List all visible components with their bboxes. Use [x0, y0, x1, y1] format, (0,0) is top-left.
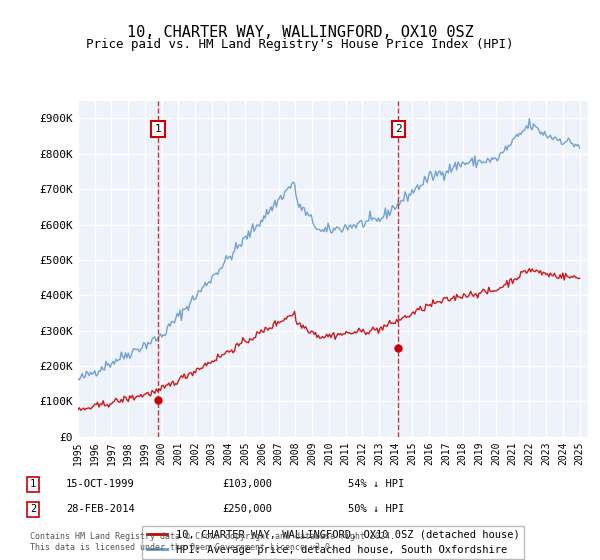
- Text: £250,000: £250,000: [222, 505, 272, 515]
- Text: Price paid vs. HM Land Registry's House Price Index (HPI): Price paid vs. HM Land Registry's House …: [86, 38, 514, 51]
- Text: 1: 1: [155, 124, 161, 134]
- Text: 10, CHARTER WAY, WALLINGFORD, OX10 0SZ: 10, CHARTER WAY, WALLINGFORD, OX10 0SZ: [127, 25, 473, 40]
- Text: Contains HM Land Registry data © Crown copyright and database right 2024.
This d: Contains HM Land Registry data © Crown c…: [30, 532, 395, 552]
- Text: 15-OCT-1999: 15-OCT-1999: [66, 479, 135, 489]
- Legend: 10, CHARTER WAY, WALLINGFORD, OX10 0SZ (detached house), HPI: Average price, det: 10, CHARTER WAY, WALLINGFORD, OX10 0SZ (…: [142, 526, 524, 559]
- Text: 1: 1: [30, 479, 36, 489]
- Text: 28-FEB-2014: 28-FEB-2014: [66, 505, 135, 515]
- Text: 50% ↓ HPI: 50% ↓ HPI: [348, 505, 404, 515]
- Text: 2: 2: [395, 124, 402, 134]
- Text: £103,000: £103,000: [222, 479, 272, 489]
- Text: 2: 2: [30, 505, 36, 515]
- Text: 54% ↓ HPI: 54% ↓ HPI: [348, 479, 404, 489]
